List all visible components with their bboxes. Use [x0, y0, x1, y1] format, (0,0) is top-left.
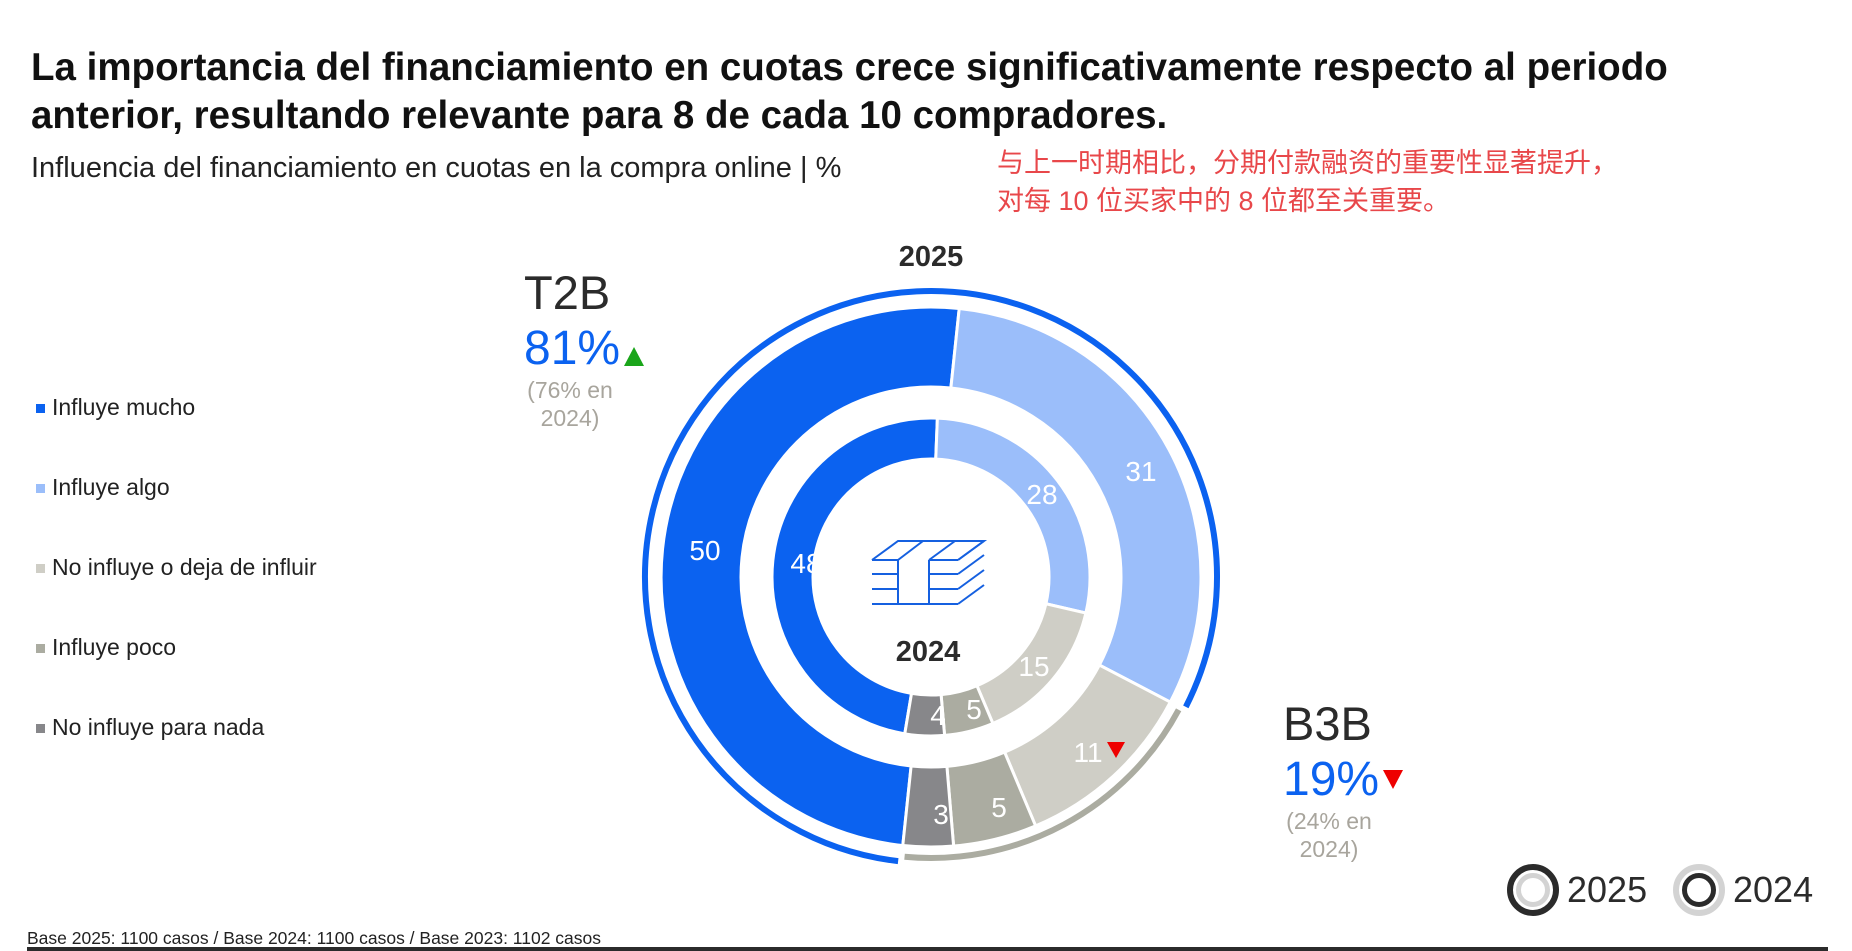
ring-legend-2025: 2025 — [1505, 862, 1647, 918]
annotation-line-1: 与上一时期相比，分期付款融资的重要性显著提升， — [997, 148, 1618, 178]
legend-item-influye-algo: Influye algo — [36, 472, 317, 552]
donut-segment-influye-algo — [949, 306, 1203, 705]
outer-ring-year-label: 2025 — [899, 241, 964, 273]
inner-ring-2024 — [770, 416, 1092, 738]
kpi-t2b-previous-line2: 2024) — [540, 405, 600, 431]
donut-segment-influye-mucho — [659, 305, 961, 848]
segment-value-label: 5 — [991, 792, 1007, 823]
group-arcs — [642, 288, 1220, 865]
footer-divider — [27, 947, 1828, 951]
legend-label: No influye para nada — [52, 714, 265, 740]
legend-label: No influye o deja de influir — [52, 554, 317, 580]
title-line-2: anterior, resultando relevante para 8 de… — [31, 94, 1168, 137]
category-legend: Influye mucho Influye algo No influye o … — [36, 392, 317, 792]
segment-value-label: 28 — [1026, 479, 1057, 510]
ring-legend-label-2025: 2025 — [1567, 869, 1648, 910]
legend-swatch — [36, 404, 45, 413]
kpi-b3b-value: 19% — [1283, 753, 1380, 806]
trend-up-icon — [624, 347, 645, 366]
legend-swatch — [36, 644, 45, 653]
kpi-t2b-previous: (76% en 2024) — [524, 376, 616, 432]
donut-segment-influye-algo — [934, 416, 1092, 615]
inner-ring-legend-icon — [1673, 864, 1725, 916]
title-line-1: La importancia del financiamiento en cuo… — [31, 46, 1668, 89]
segment-value-label: 11 — [1073, 737, 1102, 768]
legend-item-influye-mucho: Influye mucho — [36, 392, 317, 472]
trend-down-icon — [1383, 770, 1404, 789]
segment-value-label: 5 — [966, 694, 982, 725]
page-title: La importancia del financiamiento en cuo… — [31, 44, 1831, 140]
legend-swatch — [36, 484, 45, 493]
ring-legend-2024: 2024 — [1671, 862, 1813, 918]
donut-segment-influye-mucho — [770, 416, 939, 736]
base-footnote: Base 2025: 1100 casos / Base 2024: 1100 … — [27, 928, 602, 948]
kpi-b3b-previous-line2: 2024) — [1299, 836, 1359, 862]
kpi-b3b-previous: (24% en 2024) — [1283, 807, 1375, 863]
group-arc-b3b — [904, 708, 1182, 861]
legend-swatch — [36, 724, 45, 733]
translation-annotation: 与上一时期相比，分期付款融资的重要性显著提升， 对每 10 位买家中的 8 位都… — [997, 144, 1618, 220]
segment-value-label: 4 — [930, 700, 946, 731]
money-stack-icon — [871, 540, 988, 605]
kpi-b3b-name: B3B — [1283, 697, 1372, 750]
outer-ring-2025 — [659, 305, 1203, 849]
kpi-t2b-value: 81% — [524, 322, 621, 375]
inner-ring-year-label: 2024 — [896, 636, 961, 668]
segment-trend-down-icon — [1107, 742, 1125, 758]
kpi-t2b: T2B 81% (76% en 2024) — [524, 266, 645, 432]
ring-legend-label-2024: 2024 — [1733, 869, 1814, 910]
kpi-b3b-previous-line1: (24% en — [1286, 808, 1372, 834]
kpi-t2b-previous-line1: (76% en — [527, 377, 613, 403]
legend-swatch — [36, 564, 45, 573]
donut-segment-no-influye-para-nada — [903, 691, 947, 738]
legend-label: Influye mucho — [52, 394, 196, 420]
outer-ring-legend-icon — [1507, 864, 1559, 916]
segment-value-label: 50 — [689, 535, 720, 566]
legend-item-no-influye-para-nada: No influye para nada — [36, 712, 317, 792]
donut-segment-no-influye-para-nada — [901, 764, 956, 849]
annotation-line-2: 对每 10 位买家中的 8 位都至关重要。 — [997, 186, 1451, 216]
legend-item-no-influye-o-deja: No influye o deja de influir — [36, 552, 317, 632]
legend-label: Influye poco — [52, 634, 177, 660]
kpi-b3b: B3B 19% (24% en 2024) — [1283, 697, 1404, 863]
legend-label: Influye algo — [52, 474, 170, 500]
group-arc-t2b — [642, 288, 1220, 865]
segment-value-label: 15 — [1018, 651, 1049, 682]
segment-value-label: 3 — [933, 799, 949, 830]
segment-value-label: 48 — [790, 548, 821, 579]
chart-subtitle: Influencia del financiamiento en cuotas … — [31, 152, 842, 184]
kpi-t2b-name: T2B — [524, 266, 611, 319]
segment-value-label: 31 — [1125, 456, 1156, 487]
legend-item-influye-poco: Influye poco — [36, 632, 317, 712]
